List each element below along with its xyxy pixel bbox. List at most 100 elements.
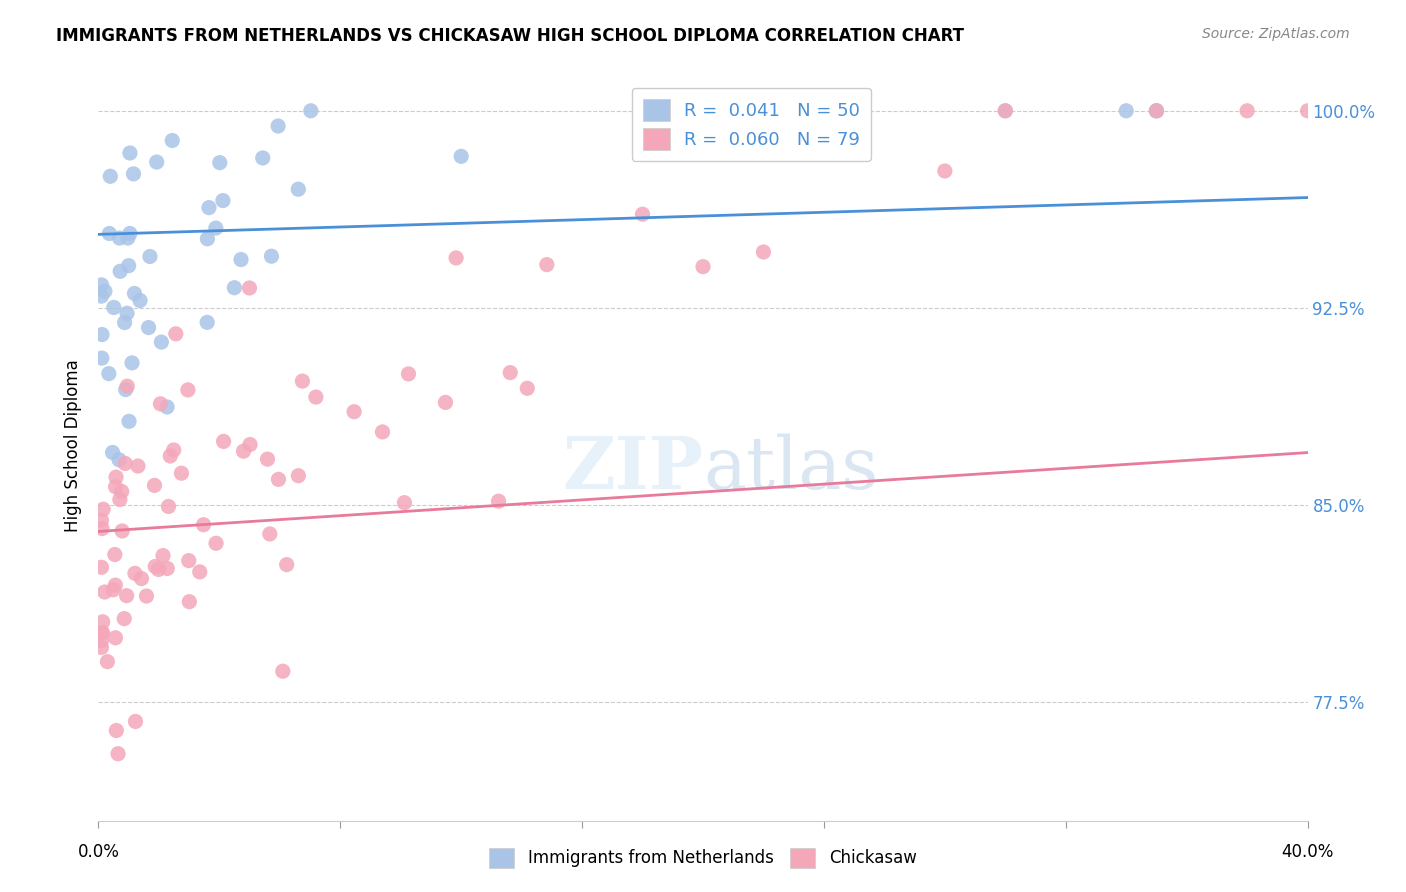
Point (115, 306, 138, 320)
Point (104, 631, 127, 645)
Text: Source: ZipAtlas.com: Source: ZipAtlas.com (1202, 27, 1350, 41)
Point (394, 496, 416, 510)
Point (398, 367, 420, 381)
Point (117, 379, 139, 393)
Point (91, 327, 114, 342)
Point (165, 326, 187, 341)
Point (105, 470, 128, 484)
Point (104, 480, 127, 494)
Point (163, 442, 186, 457)
Point (149, 397, 172, 411)
Point (1115, 103, 1137, 118)
Point (305, 390, 328, 404)
Point (129, 293, 152, 308)
Point (108, 452, 131, 467)
Point (108, 264, 131, 278)
Point (444, 251, 467, 265)
Legend: Immigrants from Netherlands, Chickasaw: Immigrants from Netherlands, Chickasaw (482, 841, 924, 875)
Point (118, 414, 141, 428)
Point (91, 522, 114, 536)
Point (343, 405, 366, 419)
Point (516, 381, 538, 395)
Point (131, 572, 153, 586)
Point (267, 472, 290, 486)
Point (98, 227, 121, 241)
Point (148, 562, 170, 576)
Point (90, 289, 112, 303)
Point (127, 458, 149, 473)
Point (122, 167, 145, 181)
Point (198, 201, 221, 215)
Point (90, 625, 112, 640)
Point (291, 374, 314, 388)
Point (994, 103, 1017, 118)
Point (450, 149, 472, 163)
Point (114, 316, 136, 330)
Text: ZIP: ZIP (562, 433, 703, 504)
Point (239, 437, 262, 451)
Point (1144, 103, 1167, 118)
Point (112, 611, 135, 625)
Point (197, 232, 219, 246)
Point (90, 351, 112, 365)
Point (90, 633, 112, 648)
Point (156, 561, 179, 575)
Point (90, 560, 112, 574)
Point (107, 747, 129, 761)
Point (94, 284, 117, 298)
Point (111, 524, 134, 538)
Point (488, 494, 510, 508)
Point (195, 315, 218, 329)
Point (135, 589, 157, 603)
Point (101, 445, 124, 459)
Point (104, 578, 127, 592)
Point (90, 640, 112, 655)
Point (179, 595, 201, 609)
Text: IMMIGRANTS FROM NETHERLANDS VS CHICKASAW HIGH SCHOOL DIPLOMA CORRELATION CHART: IMMIGRANTS FROM NETHERLANDS VS CHICKASAW… (56, 27, 965, 45)
Point (115, 589, 138, 603)
Point (188, 565, 211, 579)
Point (118, 227, 141, 241)
Point (1144, 103, 1167, 118)
Point (90, 277, 112, 292)
Point (157, 500, 180, 514)
Point (124, 714, 146, 729)
Point (1144, 103, 1167, 118)
Point (143, 478, 166, 492)
Point (105, 723, 128, 738)
Point (143, 559, 166, 574)
Point (752, 103, 775, 118)
Point (93, 585, 115, 599)
Point (224, 281, 246, 295)
Point (256, 452, 278, 467)
Point (205, 221, 228, 235)
Point (90, 513, 112, 527)
Point (108, 231, 131, 245)
Point (108, 492, 131, 507)
Point (499, 366, 522, 380)
Point (91, 615, 114, 629)
Point (212, 194, 235, 208)
Point (103, 582, 125, 597)
Point (170, 466, 193, 480)
Point (287, 182, 309, 196)
Y-axis label: High School Diploma: High School Diploma (65, 359, 83, 533)
Point (152, 549, 174, 563)
Point (111, 484, 134, 499)
Point (259, 527, 281, 541)
Point (177, 554, 200, 568)
Legend: R =  0.041   N = 50, R =  0.060   N = 79: R = 0.041 N = 50, R = 0.060 N = 79 (631, 88, 870, 161)
Point (118, 146, 141, 161)
Point (114, 383, 136, 397)
Point (177, 383, 200, 397)
Text: 0.0%: 0.0% (77, 843, 120, 861)
Point (276, 558, 298, 572)
Point (208, 155, 231, 169)
Point (267, 119, 290, 133)
Point (1236, 103, 1258, 118)
Point (252, 151, 274, 165)
Point (91, 502, 114, 516)
Point (271, 665, 294, 679)
Point (212, 434, 235, 449)
Point (238, 281, 260, 295)
